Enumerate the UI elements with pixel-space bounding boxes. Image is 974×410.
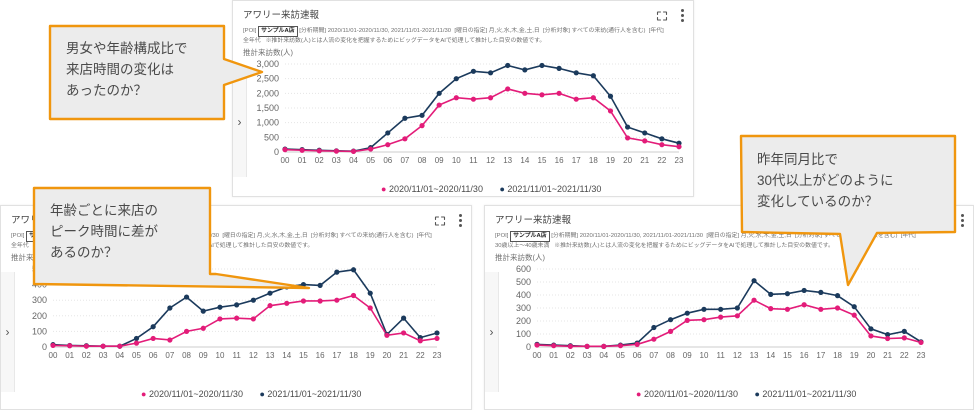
svg-text:12: 12 — [486, 156, 495, 165]
svg-text:15: 15 — [538, 156, 547, 165]
svg-text:14: 14 — [520, 156, 529, 165]
svg-text:17: 17 — [572, 156, 581, 165]
svg-text:22: 22 — [900, 351, 909, 360]
svg-text:13: 13 — [750, 351, 759, 360]
svg-text:00: 00 — [533, 351, 542, 360]
svg-text:11: 11 — [232, 351, 241, 360]
svg-text:21: 21 — [883, 351, 892, 360]
svg-text:100: 100 — [32, 326, 47, 336]
svg-text:02: 02 — [315, 156, 324, 165]
svg-text:05: 05 — [616, 351, 625, 360]
svg-text:01: 01 — [298, 156, 307, 165]
svg-text:08: 08 — [666, 351, 675, 360]
svg-text:07: 07 — [649, 351, 658, 360]
svg-text:16: 16 — [800, 351, 809, 360]
svg-text:23: 23 — [433, 351, 442, 360]
svg-text:0: 0 — [274, 147, 279, 157]
svg-text:19: 19 — [606, 156, 615, 165]
svg-text:0: 0 — [526, 342, 531, 352]
svg-text:21: 21 — [399, 351, 408, 360]
svg-text:09: 09 — [683, 351, 692, 360]
svg-text:13: 13 — [503, 156, 512, 165]
svg-text:600: 600 — [516, 264, 531, 274]
svg-text:16: 16 — [316, 351, 325, 360]
svg-text:200: 200 — [516, 316, 531, 326]
svg-text:22: 22 — [416, 351, 425, 360]
svg-text:06: 06 — [149, 351, 158, 360]
svg-text:14: 14 — [282, 351, 291, 360]
svg-text:04: 04 — [599, 351, 608, 360]
svg-text:500: 500 — [264, 132, 279, 142]
svg-text:05: 05 — [132, 351, 141, 360]
svg-text:02: 02 — [566, 351, 575, 360]
svg-text:03: 03 — [332, 156, 341, 165]
svg-text:12: 12 — [249, 351, 258, 360]
svg-text:23: 23 — [675, 156, 684, 165]
svg-text:03: 03 — [99, 351, 108, 360]
svg-text:11: 11 — [716, 351, 725, 360]
svg-text:02: 02 — [82, 351, 91, 360]
svg-text:12: 12 — [733, 351, 742, 360]
svg-text:08: 08 — [182, 351, 191, 360]
svg-text:16: 16 — [555, 156, 564, 165]
svg-text:20: 20 — [382, 351, 391, 360]
svg-text:01: 01 — [549, 351, 558, 360]
svg-text:00: 00 — [281, 156, 290, 165]
svg-text:11: 11 — [469, 156, 478, 165]
svg-text:09: 09 — [199, 351, 208, 360]
svg-text:15: 15 — [299, 351, 308, 360]
svg-text:0: 0 — [42, 342, 47, 352]
svg-text:04: 04 — [349, 156, 358, 165]
svg-text:00: 00 — [49, 351, 58, 360]
svg-text:06: 06 — [383, 156, 392, 165]
svg-text:10: 10 — [452, 156, 461, 165]
svg-text:10: 10 — [700, 351, 709, 360]
svg-text:05: 05 — [366, 156, 375, 165]
svg-text:18: 18 — [349, 351, 358, 360]
svg-text:22: 22 — [657, 156, 666, 165]
svg-text:03: 03 — [583, 351, 592, 360]
svg-text:200: 200 — [32, 311, 47, 321]
svg-text:09: 09 — [435, 156, 444, 165]
svg-text:20: 20 — [866, 351, 875, 360]
svg-text:04: 04 — [115, 351, 124, 360]
svg-text:15: 15 — [783, 351, 792, 360]
svg-text:19: 19 — [850, 351, 859, 360]
svg-text:1,000: 1,000 — [256, 118, 279, 128]
svg-text:17: 17 — [816, 351, 825, 360]
svg-text:06: 06 — [633, 351, 642, 360]
svg-text:07: 07 — [400, 156, 409, 165]
svg-text:10: 10 — [216, 351, 225, 360]
svg-text:19: 19 — [366, 351, 375, 360]
svg-text:17: 17 — [332, 351, 341, 360]
svg-text:100: 100 — [516, 329, 531, 339]
svg-text:20: 20 — [623, 156, 632, 165]
svg-text:18: 18 — [589, 156, 598, 165]
svg-text:18: 18 — [833, 351, 842, 360]
svg-text:500: 500 — [516, 277, 531, 287]
svg-text:400: 400 — [516, 290, 531, 300]
svg-text:300: 300 — [32, 295, 47, 305]
svg-text:08: 08 — [418, 156, 427, 165]
svg-text:23: 23 — [917, 351, 926, 360]
svg-text:300: 300 — [516, 303, 531, 313]
svg-text:01: 01 — [65, 351, 74, 360]
svg-text:07: 07 — [165, 351, 174, 360]
svg-text:14: 14 — [766, 351, 775, 360]
svg-text:13: 13 — [266, 351, 275, 360]
svg-text:21: 21 — [640, 156, 649, 165]
